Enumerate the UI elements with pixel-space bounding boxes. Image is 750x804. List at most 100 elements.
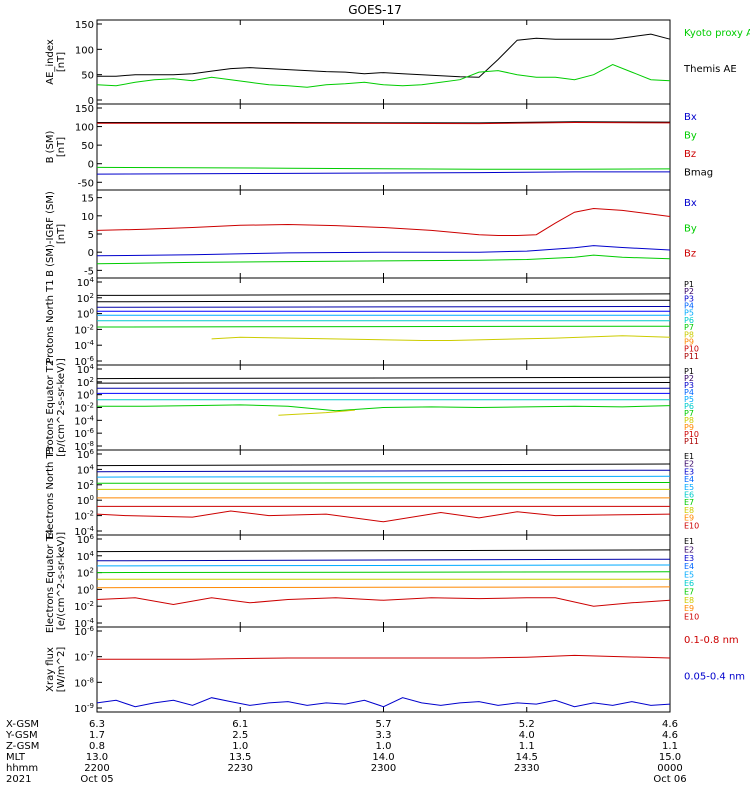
xaxis-col-1-row-1: 2.5 [232, 730, 248, 741]
panel-8-ytick-label: 10-8 [74, 676, 94, 689]
panel-7-channel-e1: E1 [684, 537, 694, 546]
panel-5-series-p1 [96, 376, 671, 380]
panel-3-legend-2: Bz [684, 249, 696, 260]
panel-6-series-e8 [96, 510, 671, 523]
panel-7-ytick-label: 106 [77, 533, 95, 546]
panel-5-channel-p7: P7 [684, 409, 694, 418]
xaxis-col-3-row-1: 4.0 [519, 730, 535, 741]
panel-2-legend-2: Bz [684, 149, 696, 160]
panel-3-ytick-label: 5 [88, 230, 94, 241]
panel-7-series-e3 [96, 564, 671, 567]
panel-6-ytick-label: 102 [77, 479, 94, 492]
xaxis-col-0-row-2: 0.8 [89, 741, 105, 752]
panel-8-legend-0: 0.1-0.8 nm [684, 635, 739, 646]
panel-5-ytick-label: 102 [77, 376, 94, 389]
panel-2-legend-3: Bmag [684, 168, 713, 179]
panel-7-series-e7 [96, 597, 671, 607]
panel-6-channel-e8: E8 [684, 506, 694, 515]
panel-7-channel-e5: E5 [684, 571, 694, 580]
panel-7-channel-e6: E6 [684, 579, 694, 588]
panel-6-channel-e2: E2 [684, 460, 694, 469]
panel-6-channel-e9: E9 [684, 514, 694, 523]
xaxis-col-2-row-0: 5.7 [376, 719, 392, 730]
panel-6-ytick-label: 10-2 [74, 510, 94, 523]
panel-6-channel-e1: E1 [684, 452, 694, 461]
xaxis-row-label-3: MLT [6, 752, 26, 763]
panel-8-series-0-1-0-8-nm [97, 654, 671, 660]
panel-6-channel-e4: E4 [684, 475, 694, 484]
panel-4-series-p7 [96, 325, 671, 328]
panel-4-ytick-label: 104 [77, 276, 95, 289]
panel-8-ylabel: Xray flux[W/m^2] [45, 647, 67, 693]
panel-4-series-p3 [96, 306, 671, 308]
panel-4-channel-p6: P6 [684, 316, 694, 325]
xaxis-col-4-row-3: 15.0 [659, 752, 681, 763]
panel-7-frame [96, 534, 671, 628]
panel-4-channel-p7: P7 [684, 323, 694, 332]
panel-8-ytick-label: 10-7 [74, 651, 94, 664]
panel-6-channel-e3: E3 [684, 467, 694, 476]
panel-8-frame [96, 626, 671, 713]
panel-1-ytick-label: 100 [75, 45, 94, 56]
panel-1-series-themis-ae [97, 33, 671, 78]
panel-5-channel-p9: P9 [684, 423, 694, 432]
panel-2-series-by [96, 166, 671, 170]
panel-4-ytick-label: 10-4 [74, 339, 94, 352]
panel-3-series-bz [96, 207, 671, 236]
panel-5-channel-p6: P6 [684, 402, 694, 411]
panel-1-frame [96, 19, 671, 105]
panel-1-ytick-label: 50 [81, 71, 94, 82]
panel-4-frame [96, 277, 671, 366]
panel-6-channel-e10: E10 [684, 521, 699, 530]
panel-2-ytick-label: -50 [78, 178, 94, 189]
panel-6-channel-e7: E7 [684, 498, 694, 507]
panel-7-ytick-label: 100 [77, 583, 94, 596]
figure-title: GOES-17 [348, 3, 402, 17]
panel-4-channel-p2: P2 [684, 287, 694, 296]
xaxis-col-1-row-3: 13.5 [229, 752, 251, 763]
xaxis-col-3-row-0: 5.2 [519, 719, 535, 730]
panel-4-channel-p4: P4 [684, 302, 694, 311]
panel-3-frame [96, 189, 671, 279]
panel-4-channel-p11: P11 [684, 352, 699, 361]
panel-4-ytick-label: 10-2 [74, 323, 94, 336]
panel-6-channel-e6: E6 [684, 491, 694, 500]
panel-1-legend-1: Themis AE [683, 64, 737, 75]
panel-3-legend-0: Bx [684, 198, 697, 209]
xaxis-col-3-row-3: 14.5 [516, 752, 538, 763]
panel-6-series-e1 [96, 463, 671, 467]
panel-8-legend-1: 0.05-0.4 nm [684, 672, 745, 683]
xaxis-col-1-row-0: 6.1 [232, 719, 248, 730]
panel-8-ytick-label: 10-9 [74, 702, 94, 715]
panel-3-series-by [96, 254, 671, 265]
panel-5-channel-p1: P1 [684, 367, 694, 376]
panel-4-channel-p10: P10 [684, 345, 699, 354]
panel-5-ytick-label: 10-8 [74, 440, 94, 453]
panel-1-legend-0: Kyoto proxy AE [684, 28, 750, 39]
panel-5-series-p7 [278, 409, 355, 416]
panel-4-ytick-label: 102 [77, 292, 94, 305]
panel-1-series-kyoto-proxy-ae [96, 63, 671, 88]
panel-7-channel-e3: E3 [684, 554, 694, 563]
panel-6-ytick-label: 100 [77, 494, 94, 507]
xaxis-col-2-row-4: 2300 [371, 763, 396, 774]
xaxis-col-3-row-2: 1.1 [519, 741, 535, 752]
panel-6-series-e3 [96, 475, 671, 478]
panel-3-legend-1: By [684, 223, 697, 234]
panel-5-channel-p2: P2 [684, 374, 694, 383]
panel-7-ytick-label: 10-2 [74, 600, 94, 613]
panel-4-ytick-label: 100 [77, 308, 94, 321]
xaxis-col-4-row-1: 4.6 [662, 730, 678, 741]
panel-5-ytick-label: 104 [77, 363, 95, 376]
xaxis-row-label-1: Y-GSM [5, 730, 38, 741]
panel-5-channel-p10: P10 [684, 430, 699, 439]
panel-4-series-p1 [96, 293, 671, 296]
panel-2-series-bx [96, 171, 670, 175]
panel-6-series-e4 [96, 482, 671, 484]
panel-2-ylabel: B (SM)[nT] [45, 130, 67, 163]
panel-1-ytick-label: 0 [88, 96, 94, 107]
panel-4-ytick-label: 10-6 [74, 355, 94, 368]
panel-4-channel-p9: P9 [684, 337, 694, 346]
xaxis-col-0-row-5: Oct 05 [80, 774, 113, 785]
